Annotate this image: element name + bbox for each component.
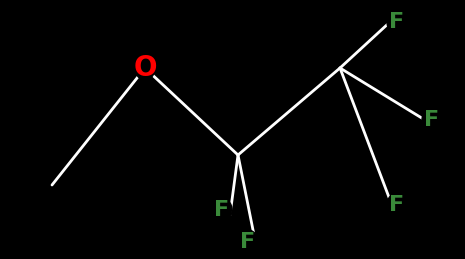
Ellipse shape — [212, 198, 232, 222]
Text: O: O — [133, 54, 157, 82]
Ellipse shape — [387, 10, 407, 34]
Ellipse shape — [387, 193, 407, 217]
Ellipse shape — [238, 230, 258, 254]
Text: F: F — [425, 110, 439, 130]
Text: F: F — [214, 200, 230, 220]
Text: F: F — [389, 195, 405, 215]
Text: F: F — [240, 232, 256, 252]
Ellipse shape — [422, 108, 442, 132]
Ellipse shape — [135, 56, 155, 80]
Text: F: F — [389, 12, 405, 32]
